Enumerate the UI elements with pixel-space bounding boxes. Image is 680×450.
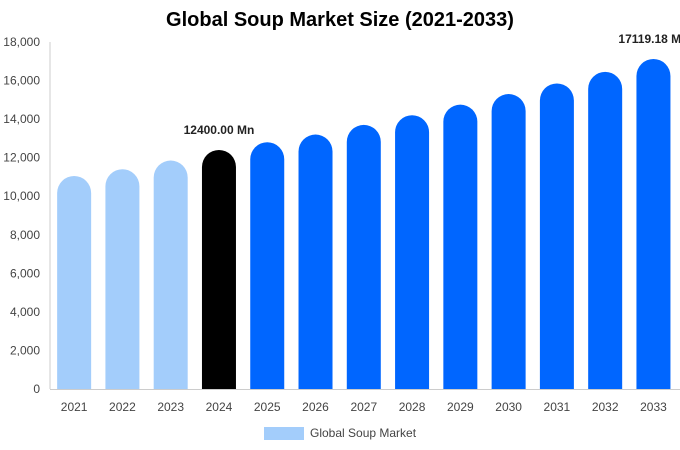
bar-2026 <box>298 134 333 389</box>
bar-2030 <box>491 94 526 389</box>
x-tick-label: 2024 <box>206 400 233 414</box>
bar-2023 <box>153 160 188 389</box>
y-tick-label: 12,000 <box>3 151 40 165</box>
x-tick-label: 2022 <box>109 400 136 414</box>
bar-2033 <box>636 58 671 389</box>
y-tick-label: 2,000 <box>10 343 40 357</box>
y-tick-label: 14,000 <box>3 112 40 126</box>
bar-2029 <box>443 104 478 389</box>
y-tick-label: 10,000 <box>3 189 40 203</box>
x-tick-label: 2030 <box>495 400 522 414</box>
y-tick-label: 18,000 <box>3 35 40 49</box>
bar-2031 <box>539 83 574 389</box>
data-label-2024: 12400.00 Mn <box>184 123 255 137</box>
x-tick-label: 2032 <box>592 400 619 414</box>
bar-2025 <box>250 142 285 389</box>
legend: Global Soup Market <box>264 426 416 440</box>
legend-swatch <box>264 426 304 440</box>
legend-label: Global Soup Market <box>310 426 417 440</box>
x-tick-label: 2031 <box>544 400 571 414</box>
bar-2022 <box>105 169 140 389</box>
bar-series <box>57 58 671 389</box>
data-labels: 12400.00 Mn 17119.18 Mn <box>184 32 680 137</box>
y-axis-ticks: 0 2,000 4,000 6,000 8,000 10,000 12,000 14,000 1… <box>3 35 40 396</box>
x-tick-label: 2025 <box>254 400 281 414</box>
bar-2032 <box>588 71 623 389</box>
x-tick-label: 2021 <box>61 400 88 414</box>
x-tick-label: 2027 <box>350 400 377 414</box>
y-tick-label: 8,000 <box>10 228 40 242</box>
bar-2027 <box>346 124 381 389</box>
x-tick-label: 2029 <box>447 400 474 414</box>
x-tick-label: 2026 <box>302 400 329 414</box>
x-axis-ticks: 2021 2022 2023 2024 2025 2026 2027 2028 2029 2030… <box>61 400 667 414</box>
bar-2024 <box>201 149 236 389</box>
x-tick-label: 2033 <box>640 400 667 414</box>
y-tick-label: 6,000 <box>10 266 40 280</box>
y-tick-label: 4,000 <box>10 305 40 319</box>
y-tick-label: 16,000 <box>3 74 40 88</box>
chart-title: Global Soup Market Size (2021-2033) <box>166 9 514 31</box>
x-tick-label: 2023 <box>157 400 184 414</box>
bar-2021 <box>57 175 92 389</box>
data-label-2033: 17119.18 Mn <box>618 32 680 46</box>
x-tick-label: 2028 <box>399 400 426 414</box>
y-tick-label: 0 <box>33 382 40 396</box>
bar-2028 <box>395 115 430 389</box>
